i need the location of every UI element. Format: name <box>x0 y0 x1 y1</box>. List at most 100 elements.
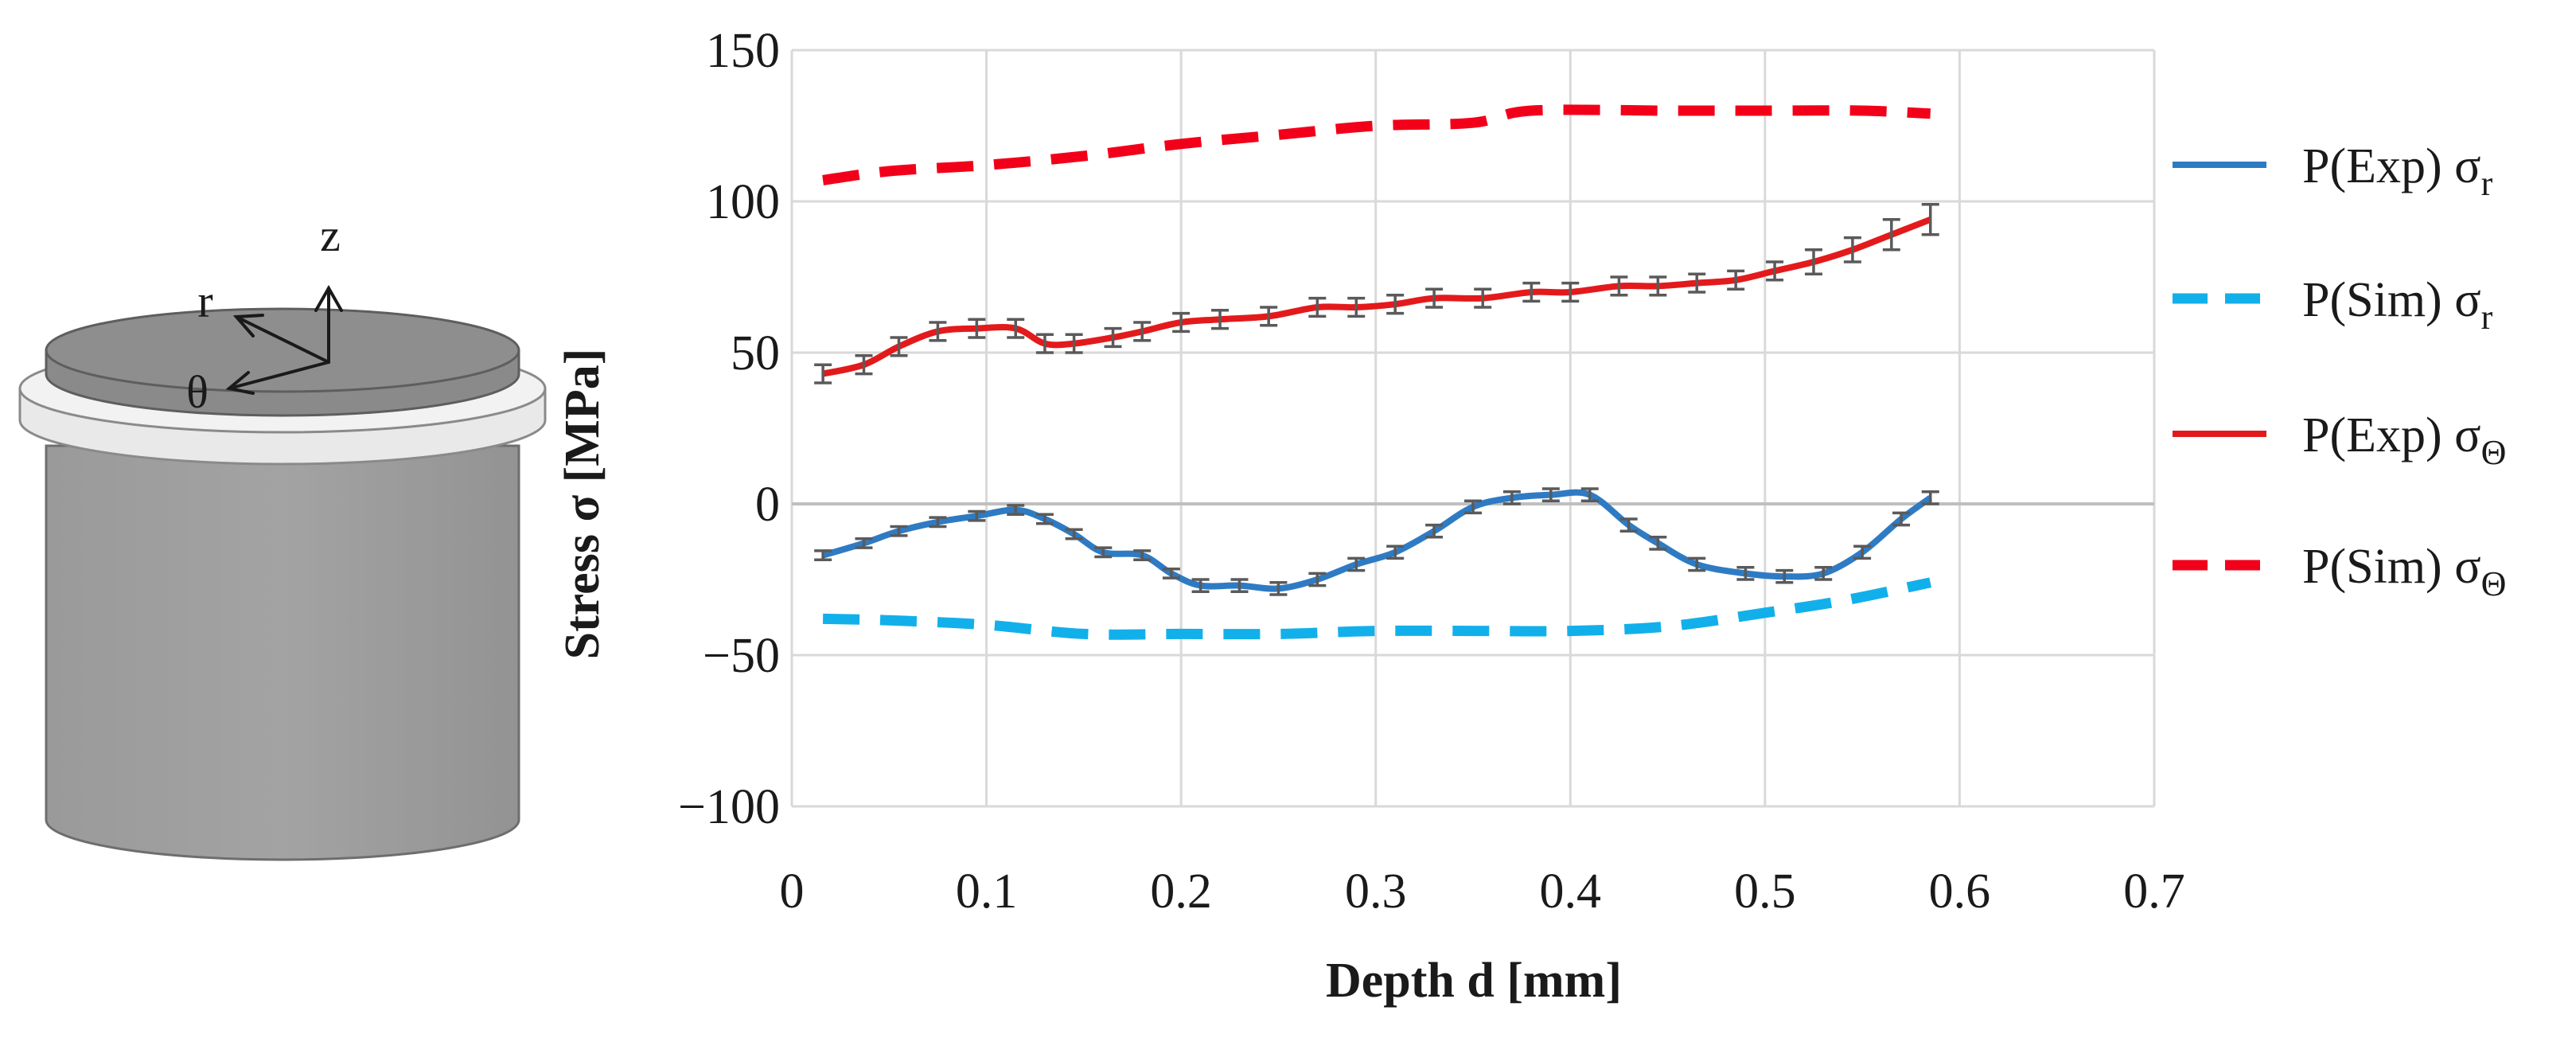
error-bar <box>1425 523 1444 539</box>
series-1 <box>822 577 1932 640</box>
error-bar <box>1386 294 1405 315</box>
error-bar <box>1464 499 1482 515</box>
error-bar <box>1347 296 1366 318</box>
error-bar <box>855 537 873 549</box>
y-tick-labels: −100 −50 0 50 100 150 <box>678 24 780 834</box>
theta-arrow-head <box>225 371 255 395</box>
error-bar <box>1308 572 1327 587</box>
x-tick-label: 0.7 <box>2123 864 2185 919</box>
y-tick-label: 150 <box>706 24 780 78</box>
error-bar <box>1035 513 1054 525</box>
legend-label: P(Exp) σr <box>2302 139 2493 203</box>
error-bar <box>814 363 832 384</box>
r-arrow-head <box>232 314 264 338</box>
error-bar <box>1007 504 1025 517</box>
error-bar <box>1814 566 1833 581</box>
error-bar <box>1230 578 1249 593</box>
legend-item: P(Exp) σΘ <box>2173 408 2506 472</box>
error-bar <box>1260 306 1278 327</box>
error-bar <box>1882 218 1900 252</box>
y-tick-label: −100 <box>678 780 780 834</box>
theta-axis-label: θ <box>186 366 208 418</box>
error-bar <box>1843 236 1861 263</box>
x-axis-title: Depth d [mm] <box>1326 954 1622 1008</box>
legend-label: P(Sim) σr <box>2302 273 2493 337</box>
x-tick-labels: 0 0.1 0.2 0.3 0.4 0.5 0.6 0.7 <box>780 864 2185 919</box>
error-bar <box>1133 549 1152 562</box>
legend: P(Exp) σr P(Sim) σr P(Exp) σΘ P(Sim) σΘ <box>2173 139 2506 603</box>
error-bar <box>890 525 908 537</box>
cylinder-body <box>45 444 520 861</box>
error-bar <box>1541 487 1560 502</box>
error-bar <box>1104 326 1122 349</box>
error-bar <box>929 321 947 342</box>
error-bar <box>1610 275 1628 297</box>
legend-label: P(Exp) σΘ <box>2302 408 2506 472</box>
y-tick-label: −50 <box>703 629 780 683</box>
y-tick-label: 100 <box>706 175 780 229</box>
y-tick-label: 0 <box>755 478 780 532</box>
error-bar <box>1688 556 1706 572</box>
error-bar <box>1172 311 1191 334</box>
cylinder-top-face <box>45 307 520 393</box>
series-0 <box>814 487 1939 596</box>
r-axis-label: r <box>197 275 212 327</box>
x-tick-label: 0.6 <box>1929 864 1991 919</box>
error-bar <box>929 516 947 529</box>
error-bar <box>890 336 908 357</box>
specimen-illustration: z r θ <box>18 209 547 861</box>
x-tick-label: 0 <box>780 864 805 919</box>
y-axis-title: Stress σ [MPa] <box>555 349 610 660</box>
error-bar <box>1269 581 1288 596</box>
error-bar <box>1775 568 1794 584</box>
error-bar <box>1094 546 1113 559</box>
error-bar <box>1619 517 1638 533</box>
error-bar <box>1727 269 1745 291</box>
error-bar <box>1522 281 1541 303</box>
x-tick-label: 0.2 <box>1150 864 1212 919</box>
z-arrow-head <box>314 284 343 312</box>
series-line <box>822 577 1932 640</box>
error-bar <box>1133 321 1152 342</box>
error-bar <box>968 509 986 522</box>
error-bar <box>1892 511 1911 527</box>
error-bar <box>1805 248 1822 275</box>
y-tick-label: 50 <box>731 326 780 380</box>
coordinate-axes <box>225 284 343 395</box>
error-bar <box>1766 260 1784 282</box>
error-bar <box>1921 203 1939 236</box>
error-bar <box>1347 556 1366 572</box>
legend-item: P(Sim) σr <box>2173 273 2493 337</box>
error-bar <box>855 354 873 376</box>
series-line <box>822 104 1931 185</box>
error-bar <box>1035 333 1054 354</box>
legend-item: P(Sim) σΘ <box>2173 540 2506 603</box>
error-bar <box>1561 281 1580 303</box>
legend-item: P(Exp) σr <box>2173 139 2493 203</box>
error-bar <box>1308 296 1327 318</box>
error-bar <box>1649 275 1667 297</box>
error-bar <box>1211 309 1230 330</box>
error-bar <box>1007 318 1025 339</box>
error-bar <box>814 549 832 562</box>
stress-depth-chart: 0 0.1 0.2 0.3 0.4 0.5 0.6 0.7 −100−50050100150 … <box>555 24 2506 1008</box>
series-layer <box>814 104 1939 640</box>
error-bar <box>968 318 986 339</box>
x-tick-label: 0.1 <box>956 864 1018 919</box>
error-bar <box>1162 567 1180 579</box>
series-3 <box>822 104 1931 185</box>
error-bar <box>1425 287 1444 309</box>
z-axis-label: z <box>320 209 341 261</box>
x-tick-label: 0.5 <box>1734 864 1796 919</box>
x-tick-label: 0.3 <box>1345 864 1407 919</box>
error-bar <box>1921 490 1939 505</box>
error-bar <box>1065 528 1083 540</box>
error-bar <box>1853 544 1872 560</box>
error-bar <box>1191 578 1210 593</box>
error-bar <box>1502 490 1521 505</box>
theta-axis-arrow <box>228 361 330 390</box>
error-bar <box>1474 287 1492 309</box>
legend-label: P(Sim) σΘ <box>2302 540 2506 603</box>
error-bar <box>1580 487 1599 502</box>
